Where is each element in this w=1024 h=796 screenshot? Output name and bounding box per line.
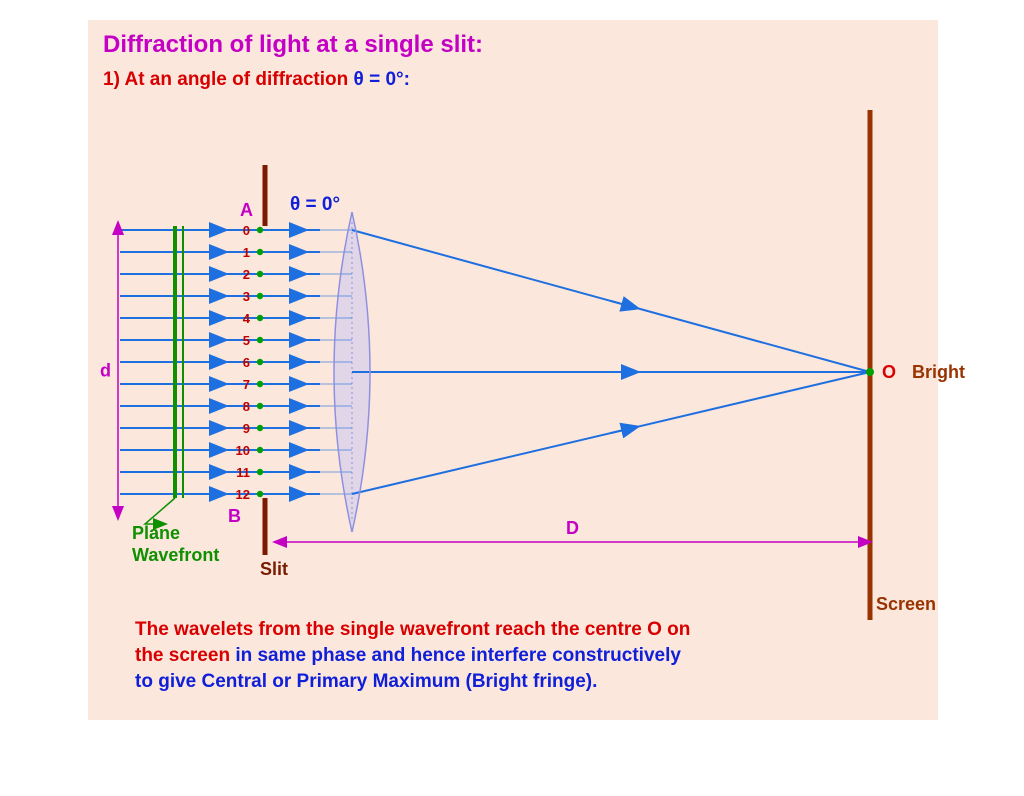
wavelet-point [257, 293, 263, 299]
desc-line1: The wavelets from the single wavefront r… [135, 619, 690, 640]
ray-number: 10 [236, 443, 250, 458]
wavelet-point [257, 249, 263, 255]
diagram-svg: Diffraction of light at a single slit: 1)… [0, 0, 1024, 791]
wavelet-point [257, 315, 263, 321]
wavelet-point [257, 447, 263, 453]
wavelet-point [257, 403, 263, 409]
panel-bg [88, 20, 938, 720]
ray-number: 6 [243, 355, 250, 370]
ray-number: 7 [243, 377, 250, 392]
label-bright: Bright [912, 362, 965, 382]
ray-number: 5 [243, 333, 250, 348]
title: Diffraction of light at a single slit: [103, 31, 483, 58]
point-O [866, 368, 874, 376]
label-slit: Slit [260, 559, 288, 579]
wavelet-point [257, 227, 263, 233]
wavelet-point [257, 425, 263, 431]
label-d: d [100, 361, 111, 381]
desc-line3: to give Central or Primary Maximum (Brig… [135, 671, 597, 692]
ray-number: 2 [243, 267, 250, 282]
ray-number: 1 [243, 245, 250, 260]
ray-number: 0 [243, 223, 250, 238]
label-A: A [240, 200, 253, 220]
diagram-canvas: Diffraction of light at a single slit: 1)… [0, 0, 1024, 791]
label-D: D [566, 518, 579, 538]
label-O: O [882, 362, 896, 382]
wavelet-point [257, 359, 263, 365]
ray-number: 3 [243, 289, 250, 304]
subtitle: 1) At an angle of diffraction θ = 0°: [103, 69, 410, 90]
label-screen: Screen [876, 594, 936, 614]
wavelet-point [257, 337, 263, 343]
desc-line2: the screen in same phase and hence inter… [135, 645, 681, 666]
wavelet-point [257, 469, 263, 475]
label-plane2: Wavefront [132, 545, 219, 565]
wavelet-point [257, 491, 263, 497]
theta-label: θ = 0° [290, 194, 340, 215]
wavelet-point [257, 271, 263, 277]
ray-number: 11 [236, 465, 250, 480]
ray-number: 4 [243, 311, 251, 326]
label-B: B [228, 506, 241, 526]
ray-number: 9 [243, 421, 250, 436]
wavelet-point [257, 381, 263, 387]
label-plane1: Plane [132, 523, 180, 543]
ray-number: 12 [236, 487, 250, 502]
ray-number: 8 [243, 399, 250, 414]
